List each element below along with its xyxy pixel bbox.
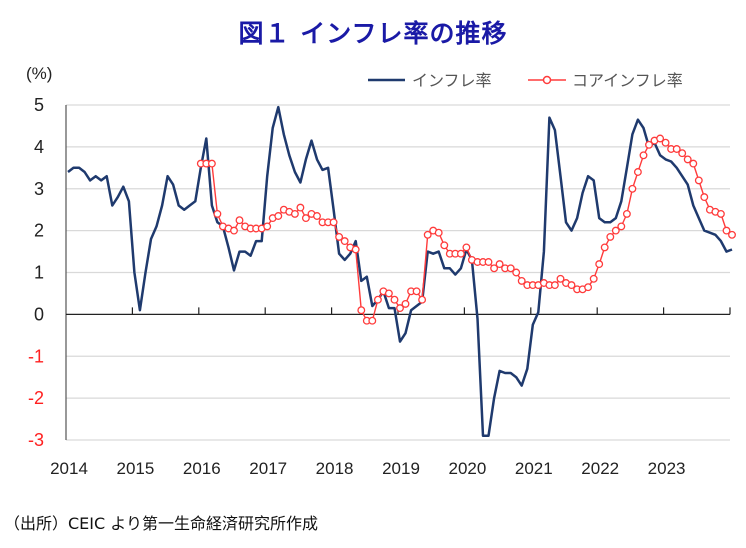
core-inflation-point — [633, 168, 642, 176]
core-inflation-point — [296, 203, 305, 212]
x-tick-label: 2022 — [581, 459, 619, 478]
core-inflation-point — [639, 151, 648, 160]
y-tick-label: -3 — [28, 430, 44, 450]
core-inflation-point — [722, 226, 731, 235]
core-inflation-point — [418, 295, 427, 304]
core-inflation-point — [384, 289, 393, 298]
core-inflation-point — [628, 184, 637, 193]
core-inflation-point — [556, 274, 565, 283]
core-inflation-point — [423, 230, 432, 239]
core-inflation-point — [506, 264, 515, 273]
core-inflation-point — [207, 159, 216, 168]
core-inflation-point — [335, 232, 344, 241]
series-inflation — [67, 105, 733, 438]
y-axis-unit-label: (%) — [26, 64, 53, 83]
core-inflation-point — [584, 283, 593, 292]
core-inflation-point — [263, 222, 272, 231]
core-inflation-point — [617, 222, 626, 231]
core-inflation-point — [313, 212, 321, 220]
x-tick-label: 2018 — [316, 459, 354, 478]
core-inflation-point — [368, 316, 377, 325]
core-inflation-point — [678, 149, 687, 158]
core-inflation-point — [728, 230, 736, 239]
core-inflation-point — [396, 304, 404, 313]
core-inflation-point — [672, 145, 681, 153]
y-tick-label: -2 — [28, 388, 44, 408]
y-tick-label: 2 — [34, 221, 44, 241]
core-inflation-point — [656, 134, 665, 143]
x-tick-label: 2015 — [116, 459, 154, 478]
core-inflation-point — [340, 237, 349, 246]
core-inflation-point — [495, 260, 504, 269]
core-inflation-point — [235, 216, 244, 225]
core-inflation-line — [200, 137, 733, 322]
core-inflation-point — [329, 218, 338, 227]
legend-inflation-label: インフレ率 — [412, 71, 492, 90]
core-inflation-point — [700, 193, 709, 202]
core-inflation-point — [290, 209, 299, 218]
y-tick-label: -1 — [28, 346, 44, 366]
series-core-inflation — [196, 134, 736, 325]
core-inflation-point — [512, 268, 521, 277]
y-tick-label: 3 — [34, 179, 44, 199]
core-inflation-point — [412, 287, 421, 296]
core-inflation-point — [517, 276, 526, 285]
core-inflation-point — [661, 138, 670, 147]
core-inflation-point — [434, 228, 443, 237]
y-tick-label: 4 — [34, 137, 44, 157]
core-inflation-point — [645, 140, 653, 149]
core-inflation-point — [484, 258, 493, 266]
core-inflation-point — [567, 281, 576, 290]
core-inflation-point — [622, 209, 631, 218]
legend: インフレ率 コアインフレ率 — [368, 71, 683, 90]
chart-title: 図１ インフレ率の推移 — [238, 19, 508, 48]
x-tick-label: 2021 — [515, 459, 553, 478]
core-inflation-point — [373, 295, 382, 304]
core-inflation-point — [401, 299, 410, 308]
x-axis-ticks: 2014 2015 2016 2017 2018 2019 2020 2021 2022 2023 — [50, 459, 685, 478]
y-tick-label: 5 — [34, 95, 44, 115]
core-inflation-point — [351, 245, 360, 254]
series-group — [67, 105, 736, 438]
core-inflation-point — [550, 281, 559, 290]
core-inflation-point — [595, 260, 604, 269]
core-inflation-point — [301, 214, 310, 223]
source-note: （出所）CEIC より第一生命経済研究所作成 — [4, 514, 318, 533]
core-inflation-point — [589, 274, 598, 283]
core-inflation-point — [716, 209, 725, 218]
core-inflation-point — [490, 264, 499, 273]
x-tick-label: 2019 — [382, 459, 420, 478]
core-inflation-point — [683, 155, 692, 164]
core-inflation-point — [230, 226, 238, 235]
y-tick-label: 0 — [34, 304, 44, 324]
core-inflation-point — [689, 159, 698, 168]
x-tick-label: 2014 — [50, 459, 88, 478]
core-inflation-point — [390, 295, 399, 304]
core-inflation-point — [440, 241, 449, 250]
x-tick-label: 2017 — [249, 459, 287, 478]
gridlines — [66, 104, 730, 441]
legend-core-label: コアインフレ率 — [572, 71, 683, 90]
core-inflation-point — [462, 243, 471, 252]
core-inflation-point — [357, 306, 366, 315]
core-inflation-point — [274, 212, 283, 220]
inflation-line — [67, 105, 733, 438]
core-inflation-point — [456, 249, 465, 258]
x-tick-label: 2023 — [648, 459, 686, 478]
core-inflation-point — [600, 243, 609, 252]
core-inflation-point — [611, 226, 620, 235]
core-inflation-point — [213, 209, 222, 218]
axes — [65, 105, 731, 440]
core-inflation-point — [606, 232, 615, 241]
x-tick-label: 2016 — [183, 459, 221, 478]
core-inflation-point — [694, 176, 703, 185]
y-axis-ticks: 5 4 3 2 1 0 -1 -2 -3 — [28, 95, 44, 450]
y-tick-label: 1 — [34, 263, 44, 283]
legend-core-marker — [542, 75, 552, 85]
x-tick-label: 2020 — [448, 459, 486, 478]
